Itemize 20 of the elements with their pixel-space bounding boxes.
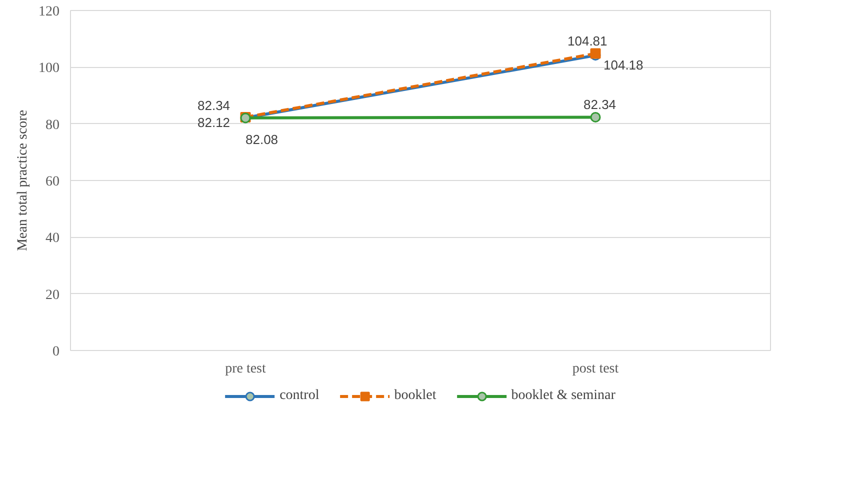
data-label: 82.34 <box>198 98 230 114</box>
legend-label: control <box>280 388 320 404</box>
y-tick-label: 80 <box>46 118 60 133</box>
x-tick-label: post test <box>572 362 619 376</box>
x-tick-label: pre test <box>225 362 266 376</box>
legend-label: booklet & seminar <box>511 388 616 404</box>
data-label: 82.08 <box>246 132 278 147</box>
y-tick-label: 120 <box>38 4 60 20</box>
y-axis-title: Mean total practice score <box>16 110 30 252</box>
y-tick-label: 100 <box>38 61 60 76</box>
y-tick-label: 0 <box>52 344 60 360</box>
data-label: 104.18 <box>604 57 644 72</box>
data-label: 82.12 <box>198 114 230 130</box>
legend-label: booklet <box>394 388 436 404</box>
y-tick-label: 60 <box>46 174 60 190</box>
data-label: 104.81 <box>568 34 608 49</box>
point <box>590 112 601 122</box>
data-label: 82.34 <box>584 97 616 112</box>
y-tick-label: 20 <box>46 288 60 303</box>
y-tick-label: 40 <box>46 231 60 246</box>
